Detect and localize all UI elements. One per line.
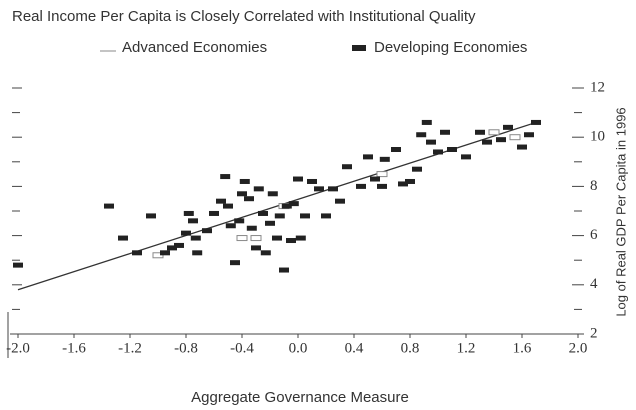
point — [253, 186, 264, 192]
point — [307, 178, 317, 184]
legend-swatch — [352, 45, 366, 51]
point — [321, 213, 331, 219]
y-tick-label: 2 — [590, 325, 598, 341]
point — [220, 174, 231, 180]
point — [225, 223, 236, 229]
legend-label: Developing Economies — [374, 39, 527, 56]
point — [379, 156, 390, 162]
point — [426, 139, 436, 145]
point — [496, 137, 506, 143]
point — [356, 183, 366, 189]
x-tick-label: -1.6 — [62, 340, 86, 356]
point — [286, 238, 296, 244]
point — [279, 267, 289, 273]
point — [398, 181, 408, 187]
point — [146, 213, 156, 219]
legend-label: Advanced Economies — [122, 39, 267, 56]
point — [377, 183, 387, 189]
point — [132, 250, 142, 256]
point — [104, 203, 114, 209]
point — [531, 119, 541, 125]
x-tick-label: 0.8 — [401, 340, 420, 356]
point — [265, 220, 275, 226]
x-tick-label: -1.2 — [118, 340, 142, 356]
point — [13, 262, 23, 268]
point — [314, 186, 324, 192]
point — [260, 250, 271, 256]
point — [274, 213, 285, 219]
point — [376, 171, 388, 178]
point — [440, 129, 450, 135]
point — [237, 191, 247, 197]
point — [160, 250, 170, 256]
y-tick-label: 6 — [590, 227, 598, 243]
y-tick-label: 10 — [590, 129, 605, 145]
y-axis-label: Log of Real GDP Per Capita in 1996 — [613, 107, 628, 316]
point — [209, 210, 219, 216]
point — [118, 235, 128, 241]
point — [190, 235, 201, 241]
chart-title: Real Income Per Capita is Closely Correl… — [12, 8, 476, 25]
point — [391, 147, 401, 152]
point — [202, 228, 212, 234]
y-tick-label: 8 — [590, 178, 598, 194]
point — [239, 178, 250, 184]
point — [421, 119, 432, 125]
point — [328, 186, 338, 192]
point — [295, 235, 306, 241]
point — [482, 139, 492, 145]
point — [181, 230, 191, 236]
point — [503, 124, 513, 130]
point — [281, 203, 292, 209]
point — [251, 245, 261, 251]
point — [183, 210, 194, 216]
point — [405, 178, 415, 184]
y-tick-label: 4 — [590, 276, 598, 292]
point — [363, 154, 373, 160]
point — [300, 213, 310, 219]
point — [230, 260, 240, 266]
point — [447, 147, 457, 152]
point — [517, 144, 527, 150]
x-tick-label: 0.0 — [289, 340, 308, 356]
point — [188, 218, 198, 224]
point — [250, 235, 262, 242]
point — [509, 134, 521, 141]
x-tick-label: 2.0 — [569, 340, 588, 356]
trend-line — [17, 121, 537, 291]
point — [288, 201, 299, 207]
x-axis-label: Aggregate Governance Measure — [191, 389, 409, 406]
point — [216, 198, 226, 204]
point — [272, 235, 282, 241]
point — [475, 129, 485, 135]
point — [234, 218, 245, 224]
point — [488, 129, 500, 136]
x-tick-label: 1.6 — [513, 340, 532, 356]
point — [342, 164, 352, 170]
x-tick-label: -2.0 — [6, 340, 30, 356]
point — [370, 176, 380, 182]
point — [293, 176, 303, 182]
point — [236, 235, 248, 242]
point — [412, 166, 422, 172]
point — [258, 210, 268, 216]
point — [192, 250, 203, 256]
x-tick-label: -0.8 — [174, 340, 198, 356]
point — [335, 198, 345, 204]
point — [167, 245, 177, 251]
point — [223, 203, 233, 209]
point — [246, 225, 257, 231]
x-tick-label: -0.4 — [230, 340, 254, 356]
y-tick-label: 12 — [590, 79, 605, 95]
point — [524, 132, 534, 138]
point — [433, 149, 443, 155]
point — [416, 132, 427, 138]
point — [174, 242, 184, 248]
point — [461, 154, 471, 160]
point — [244, 196, 254, 202]
x-tick-label: 1.2 — [457, 340, 476, 356]
point — [267, 191, 278, 197]
x-tick-label: 0.4 — [345, 340, 364, 356]
